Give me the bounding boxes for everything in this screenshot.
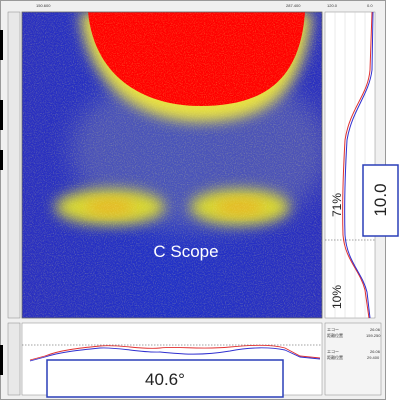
angle-box-text: 40.6° bbox=[145, 370, 185, 389]
info-text: 距離位置 bbox=[327, 354, 343, 360]
info-text: エコー bbox=[327, 349, 339, 354]
left-ruler bbox=[8, 12, 20, 318]
header-right: 287.400 bbox=[286, 3, 301, 8]
gain-min: 0.0 bbox=[367, 3, 373, 8]
edge-mark bbox=[0, 100, 3, 130]
c-scope-image bbox=[22, 12, 330, 318]
header-left: 150.600 bbox=[36, 3, 51, 8]
value-box-text: 10.0 bbox=[371, 183, 390, 216]
info-text: 29.400 bbox=[367, 355, 380, 360]
edge-mark bbox=[0, 150, 3, 170]
scope-label: C Scope bbox=[153, 242, 218, 261]
edge-mark bbox=[0, 30, 3, 60]
info-text: 26.06 bbox=[370, 327, 381, 332]
info-text: エコー bbox=[327, 327, 339, 332]
gain-max: 120.0 bbox=[327, 3, 338, 8]
lower-percent: 10% bbox=[330, 285, 344, 309]
info-text: 26.06 bbox=[370, 349, 381, 354]
bottom-ruler bbox=[8, 323, 20, 395]
info-text: 距離位置 bbox=[327, 332, 343, 338]
info-text: 159.250 bbox=[366, 333, 381, 338]
screen: 150.600 287.400 120.0 0.0 C Scope 71% 10… bbox=[0, 0, 403, 400]
edge-mark bbox=[0, 345, 3, 375]
upper-percent: 71% bbox=[330, 193, 344, 217]
